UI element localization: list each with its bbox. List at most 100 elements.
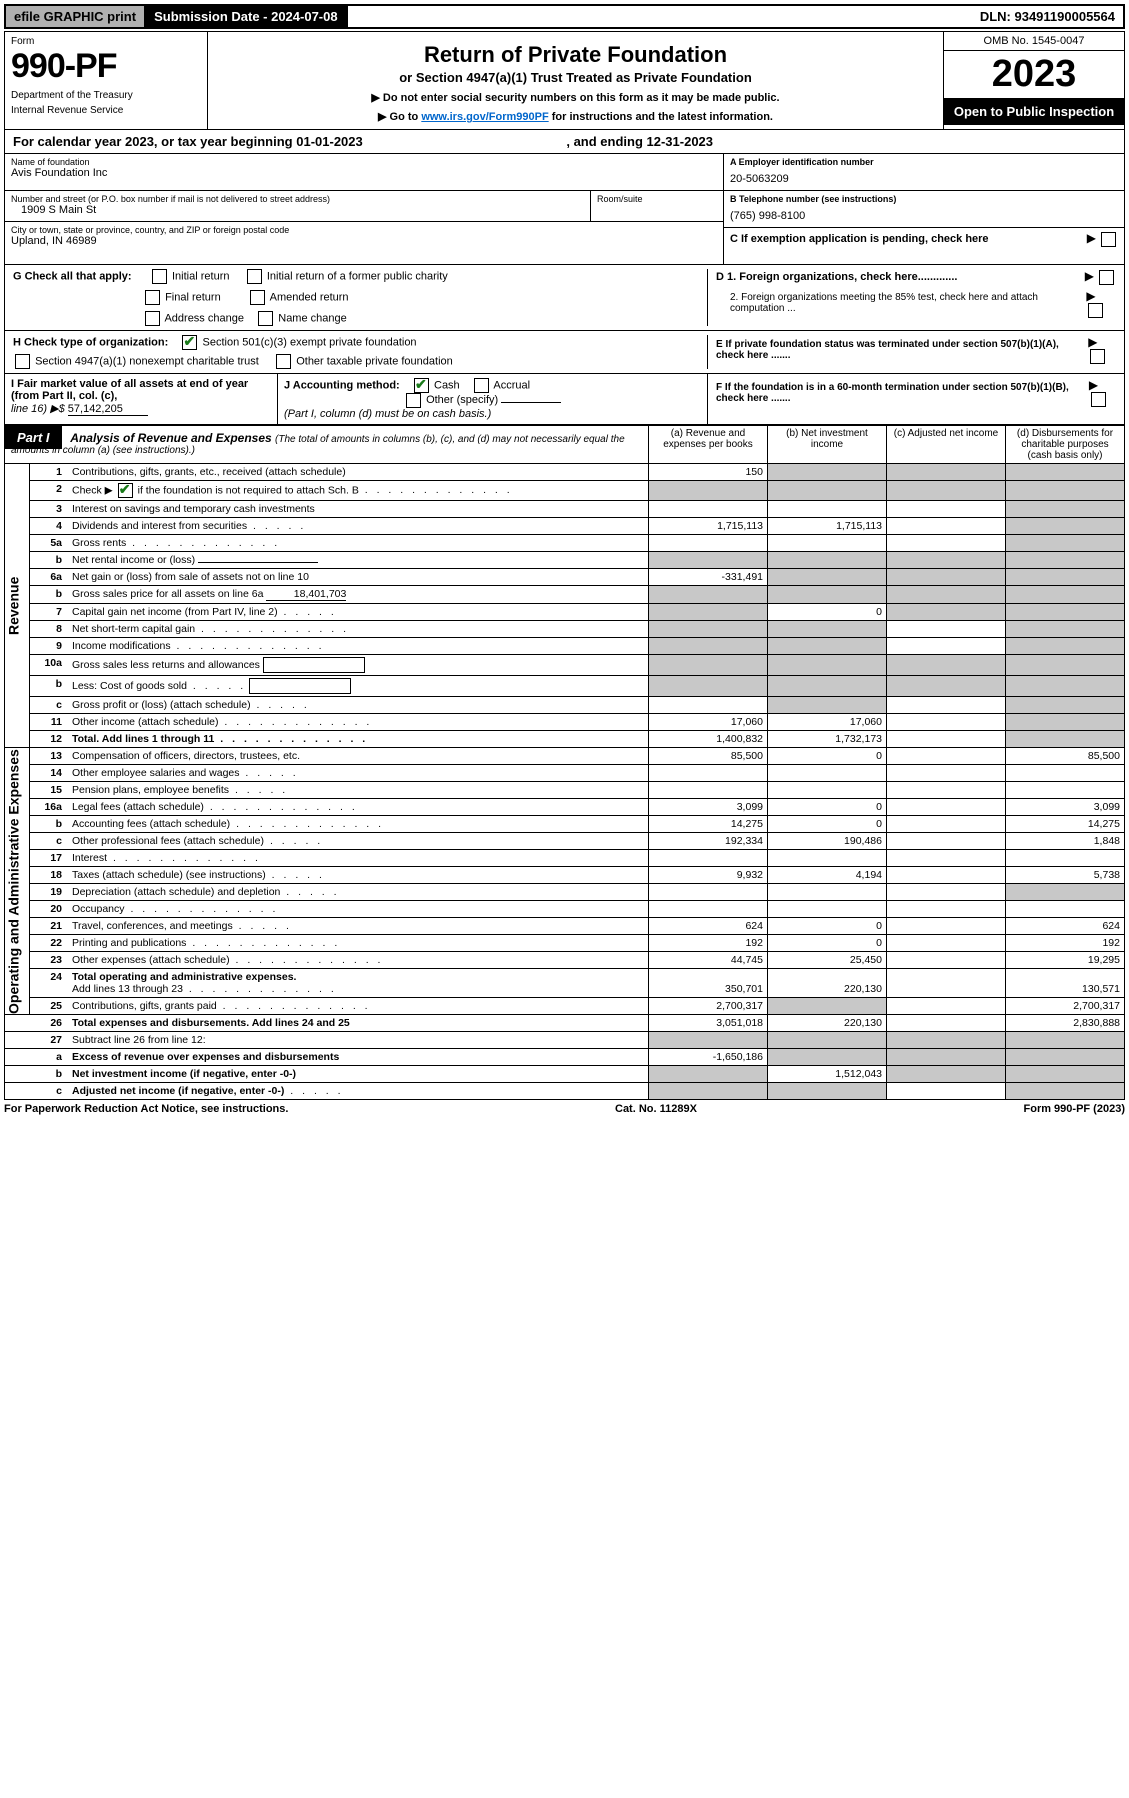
- table-row: 6aNet gain or (loss) from sale of assets…: [5, 569, 1125, 586]
- table-row: Operating and Administrative Expenses 13…: [5, 748, 1125, 765]
- table-row: 8Net short-term capital gain: [5, 621, 1125, 638]
- c-label: C If exemption application is pending, c…: [730, 233, 989, 245]
- part1-title: Analysis of Revenue and Expenses: [70, 431, 275, 445]
- ein-label: A Employer identification number: [730, 157, 1118, 167]
- table-row: Revenue 1Contributions, gifts, grants, e…: [5, 464, 1125, 481]
- table-row: bLess: Cost of goods sold: [5, 676, 1125, 697]
- table-row: 5aGross rents: [5, 535, 1125, 552]
- analysis-table: Part I Analysis of Revenue and Expenses …: [4, 425, 1125, 1100]
- table-row: 9Income modifications: [5, 638, 1125, 655]
- name-label: Name of foundation: [11, 157, 717, 167]
- d1-label: D 1. Foreign organizations, check here..…: [716, 271, 957, 283]
- table-row: 4Dividends and interest from securities1…: [5, 518, 1125, 535]
- table-row: 23Other expenses (attach schedule)44,745…: [5, 952, 1125, 969]
- table-row: 19Depreciation (attach schedule) and dep…: [5, 884, 1125, 901]
- table-row: 17Interest: [5, 850, 1125, 867]
- form-header: Form 990-PF Department of the Treasury I…: [4, 31, 1125, 130]
- top-bar: efile GRAPHIC print Submission Date - 20…: [4, 4, 1125, 29]
- cat-no: Cat. No. 11289X: [615, 1103, 697, 1115]
- schb-checkbox[interactable]: [118, 483, 133, 498]
- amended-return-checkbox[interactable]: [250, 290, 265, 305]
- table-row: 12Total. Add lines 1 through 111,400,832…: [5, 731, 1125, 748]
- city-state-zip: Upland, IN 46989: [11, 235, 717, 247]
- table-row: bGross sales price for all assets on lin…: [5, 586, 1125, 604]
- addr-change-checkbox[interactable]: [145, 311, 160, 326]
- initial-return-checkbox[interactable]: [152, 269, 167, 284]
- entity-info-grid: Name of foundation Avis Foundation Inc N…: [4, 154, 1125, 265]
- e-checkbox[interactable]: [1090, 349, 1105, 364]
- other-taxable-checkbox[interactable]: [276, 354, 291, 369]
- f-label: F If the foundation is in a 60-month ter…: [716, 382, 1089, 404]
- irs-link[interactable]: www.irs.gov/Form990PF: [421, 111, 548, 123]
- name-change-checkbox[interactable]: [258, 311, 273, 326]
- efile-label[interactable]: efile GRAPHIC print: [6, 6, 146, 27]
- d1-checkbox[interactable]: [1099, 270, 1114, 285]
- table-row: 14Other employee salaries and wages: [5, 765, 1125, 782]
- check-section-g: G Check all that apply: Initial return I…: [4, 265, 1125, 331]
- cash-checkbox[interactable]: [414, 378, 429, 393]
- col-b-header: (b) Net investment income: [768, 426, 887, 464]
- f-checkbox[interactable]: [1091, 392, 1106, 407]
- table-row: 18Taxes (attach schedule) (see instructi…: [5, 867, 1125, 884]
- table-row: bAccounting fees (attach schedule)14,275…: [5, 816, 1125, 833]
- city-label: City or town, state or province, country…: [11, 225, 717, 235]
- table-row: 27Subtract line 26 from line 12:: [5, 1032, 1125, 1049]
- final-return-checkbox[interactable]: [145, 290, 160, 305]
- submission-date: Submission Date - 2024-07-08: [146, 6, 348, 27]
- tel-value: (765) 998-8100: [730, 210, 1118, 222]
- table-row: 2Check ▶ if the foundation is not requir…: [5, 481, 1125, 501]
- table-row: cOther professional fees (attach schedul…: [5, 833, 1125, 850]
- foundation-name: Avis Foundation Inc: [11, 167, 717, 179]
- table-row: 21Travel, conferences, and meetings62406…: [5, 918, 1125, 935]
- room-label: Room/suite: [597, 194, 717, 204]
- omb-number: OMB No. 1545-0047: [944, 32, 1124, 51]
- expenses-section-label: Operating and Administrative Expenses: [5, 748, 30, 1015]
- dept-treasury: Department of the Treasury: [11, 90, 201, 101]
- e-label: E If private foundation status was termi…: [716, 339, 1088, 361]
- addr-label: Number and street (or P.O. box number if…: [11, 194, 584, 204]
- tel-label: B Telephone number (see instructions): [730, 194, 1118, 204]
- street-address: 1909 S Main St: [11, 204, 584, 216]
- table-row: 24Total operating and administrative exp…: [5, 969, 1125, 998]
- table-row: bNet rental income or (loss): [5, 552, 1125, 569]
- instr-link-row: ▶ Go to www.irs.gov/Form990PF for instru…: [218, 110, 933, 123]
- col-d-header: (d) Disbursements for charitable purpose…: [1006, 426, 1125, 464]
- d2-checkbox[interactable]: [1088, 303, 1103, 318]
- i-label-1: I Fair market value of all assets at end…: [11, 378, 248, 402]
- j-note: (Part I, column (d) must be on cash basi…: [284, 408, 491, 420]
- page-footer: For Paperwork Reduction Act Notice, see …: [4, 1103, 1125, 1115]
- table-row: 25Contributions, gifts, grants paid2,700…: [5, 998, 1125, 1015]
- revenue-section-label: Revenue: [5, 464, 30, 748]
- initial-former-checkbox[interactable]: [247, 269, 262, 284]
- table-row: 3Interest on savings and temporary cash …: [5, 501, 1125, 518]
- i-label-2: line 16) ▶$: [11, 403, 68, 415]
- form-ref: Form 990-PF (2023): [1024, 1103, 1125, 1115]
- form-label: Form: [11, 36, 201, 47]
- 4947-checkbox[interactable]: [15, 354, 30, 369]
- table-row: 22Printing and publications1920192: [5, 935, 1125, 952]
- paperwork-notice: For Paperwork Reduction Act Notice, see …: [4, 1103, 288, 1115]
- open-public-label: Open to Public Inspection: [944, 98, 1124, 125]
- table-row: 10aGross sales less returns and allowanc…: [5, 655, 1125, 676]
- h-label: H Check type of organization:: [13, 336, 168, 348]
- 501c3-checkbox[interactable]: [182, 335, 197, 350]
- g-label: G Check all that apply:: [13, 270, 132, 282]
- col-c-header: (c) Adjusted net income: [887, 426, 1006, 464]
- instr-ssn: ▶ Do not enter social security numbers o…: [218, 91, 933, 104]
- d2-label: 2. Foreign organizations meeting the 85%…: [716, 292, 1086, 314]
- table-row: cAdjusted net income (if negative, enter…: [5, 1083, 1125, 1100]
- c-checkbox[interactable]: [1101, 232, 1116, 247]
- accrual-checkbox[interactable]: [474, 378, 489, 393]
- table-row: 15Pension plans, employee benefits: [5, 782, 1125, 799]
- irs-label: Internal Revenue Service: [11, 105, 201, 116]
- tax-year: 2023: [944, 51, 1124, 98]
- col-a-header: (a) Revenue and expenses per books: [649, 426, 768, 464]
- table-row: 26Total expenses and disbursements. Add …: [5, 1015, 1125, 1032]
- form-title: Return of Private Foundation: [218, 42, 933, 68]
- other-method-checkbox[interactable]: [406, 393, 421, 408]
- j-label: J Accounting method:: [284, 379, 400, 391]
- table-row: 16aLegal fees (attach schedule)3,09903,0…: [5, 799, 1125, 816]
- table-row: cGross profit or (loss) (attach schedule…: [5, 697, 1125, 714]
- table-row: 20Occupancy: [5, 901, 1125, 918]
- table-row: 7Capital gain net income (from Part IV, …: [5, 604, 1125, 621]
